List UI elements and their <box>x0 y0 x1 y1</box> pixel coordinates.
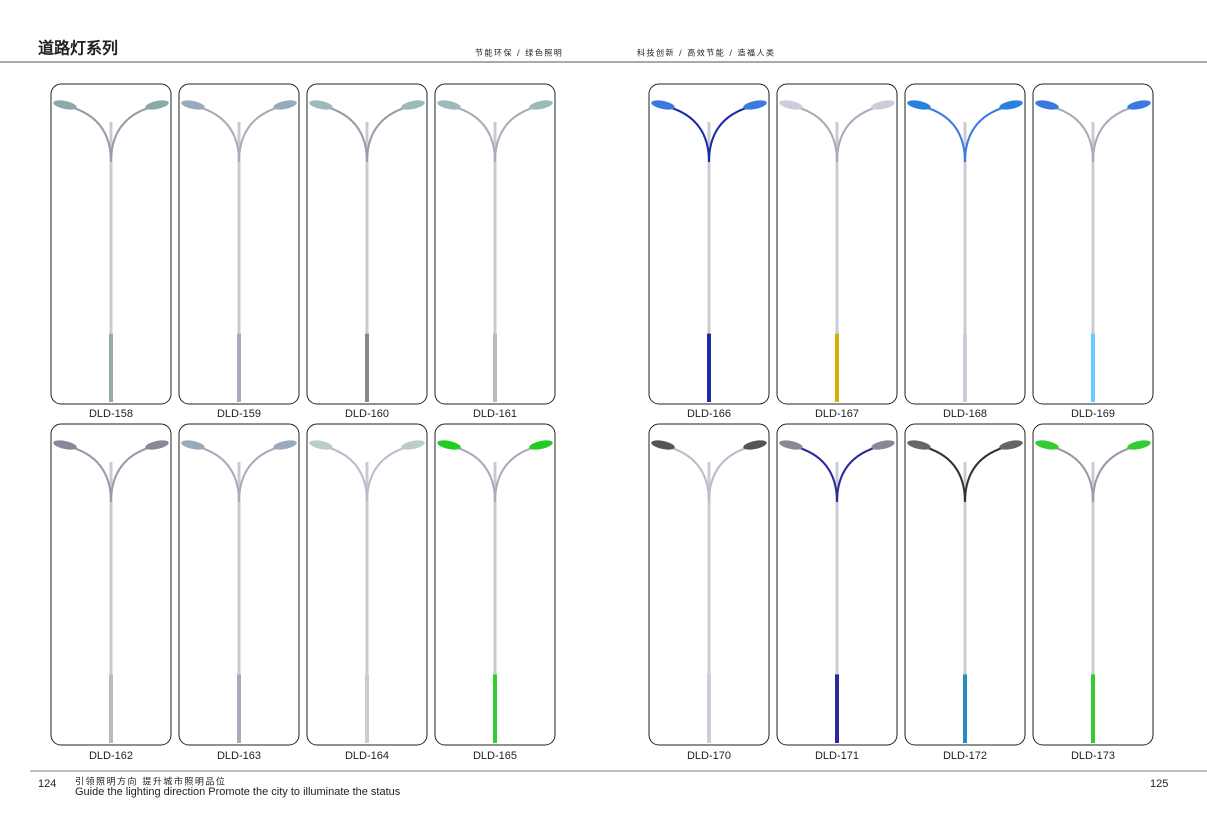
lamp-head <box>999 100 1023 110</box>
lamp-head <box>907 440 931 450</box>
lamp-head <box>651 100 675 110</box>
page-number: 125 <box>1150 778 1168 790</box>
lamp-head <box>273 100 297 110</box>
lamp-head <box>779 440 803 450</box>
lamp-head <box>181 100 205 110</box>
lamp-head <box>145 100 169 110</box>
header-title: 道路灯系列 <box>38 39 118 58</box>
page-number: 124 <box>38 778 56 790</box>
lamp-head <box>145 440 169 450</box>
product-label: DLD-158 <box>89 408 133 420</box>
product-label: DLD-171 <box>815 750 859 762</box>
lamp-head <box>529 100 553 110</box>
product-label: DLD-167 <box>815 408 859 420</box>
product-label: DLD-165 <box>473 750 517 762</box>
slogan: 节能环保 / 绿色照明 <box>475 48 563 58</box>
product-label: DLD-173 <box>1071 750 1115 762</box>
footer-title: 引领照明方向 提升城市照明品位 <box>75 776 226 788</box>
lamp-head <box>871 440 895 450</box>
product-label: DLD-159 <box>217 408 261 420</box>
lamp-head <box>401 100 425 110</box>
product-label: DLD-169 <box>1071 408 1115 420</box>
product-label: DLD-164 <box>345 750 389 762</box>
product-label: DLD-160 <box>345 408 389 420</box>
product-label: DLD-163 <box>217 750 261 762</box>
lamp-head <box>743 100 767 110</box>
product-label: DLD-168 <box>943 408 987 420</box>
lamp-head <box>651 440 675 450</box>
product-label: DLD-166 <box>687 408 731 420</box>
product-label: DLD-170 <box>687 750 731 762</box>
lamp-head <box>437 440 461 450</box>
lamp-head <box>529 440 553 450</box>
lamp-head <box>871 100 895 110</box>
product-label: DLD-162 <box>89 750 133 762</box>
lamp-head <box>181 440 205 450</box>
product-label: DLD-161 <box>473 408 517 420</box>
lamp-head <box>1127 440 1151 450</box>
lamp-head <box>53 440 77 450</box>
slogan: 科技创新 / 高效节能 / 造福人类 <box>637 48 776 58</box>
lamp-head <box>309 100 333 110</box>
lamp-head <box>1127 100 1151 110</box>
lamp-head <box>401 440 425 450</box>
lamp-head <box>53 100 77 110</box>
lamp-head <box>907 100 931 110</box>
lamp-head <box>1035 100 1059 110</box>
lamp-head <box>437 100 461 110</box>
product-label: DLD-172 <box>943 750 987 762</box>
lamp-head <box>1035 440 1059 450</box>
lamp-head <box>309 440 333 450</box>
lamp-head <box>999 440 1023 450</box>
lamp-head <box>779 100 803 110</box>
lamp-head <box>273 440 297 450</box>
footer-subtitle: Guide the lighting direction Promote the… <box>75 786 401 798</box>
lamp-head <box>743 440 767 450</box>
